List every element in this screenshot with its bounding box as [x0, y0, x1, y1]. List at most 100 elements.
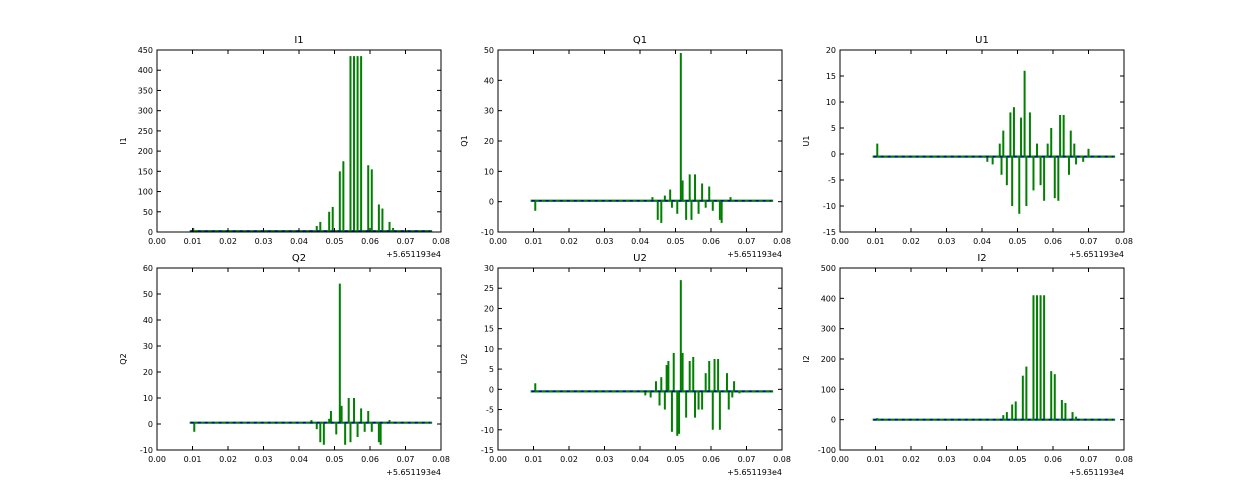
x-tick-label: 0.00	[148, 455, 166, 464]
y-tick-label: 0	[489, 198, 494, 207]
x-tick-label: 0.05	[667, 455, 685, 464]
x-offset-label: +5.651193e4	[1069, 468, 1124, 477]
y-tick-label: 20	[143, 368, 153, 377]
x-tick-label: 0.00	[489, 237, 507, 246]
chart-title: U2	[633, 253, 647, 264]
plot-area	[189, 56, 433, 232]
axes-frame	[156, 49, 442, 233]
y-tick-label: 30	[484, 264, 494, 273]
y-tick-label: 0	[831, 416, 836, 425]
x-tick-label: 0.00	[148, 237, 166, 246]
y-tick-label: 0	[831, 150, 836, 159]
axes-frame	[497, 49, 783, 233]
x-offset-label: +5.651193e4	[1069, 250, 1124, 259]
x-tick-label: 0.08	[1115, 237, 1133, 246]
subplot-q2: Q2 Q2 0.00 0.01 0.02 0.03 0.04 0.05 0.06 0.07 0.08…	[119, 253, 450, 477]
y-axis-label: Q1	[460, 135, 469, 146]
axes-frame	[839, 49, 1125, 233]
y-tick-label: 50	[484, 46, 494, 55]
chart-title: Q2	[292, 253, 306, 264]
y-tick-label: 0	[148, 420, 153, 429]
x-offset-label: +5.651193e4	[727, 468, 782, 477]
y-tick-label: 400	[821, 294, 836, 303]
x-tick-label: 0.08	[773, 455, 791, 464]
y-tick-label: 0	[489, 385, 494, 394]
plot-area	[530, 53, 774, 223]
x-tick-label: 0.00	[831, 455, 849, 464]
axes-frame	[839, 267, 1125, 451]
x-tick-label: 0.02	[219, 455, 237, 464]
subplot-i1: I1 I1 0.00 0.01 0.02 0.03 0.04 0.05 0.06 0.07 0.08…	[119, 35, 450, 259]
x-tick-label: 0.05	[326, 455, 344, 464]
y-tick-label: 10	[484, 167, 494, 176]
y-tick-label: 50	[143, 208, 153, 217]
y-tick-label: 20	[826, 46, 836, 55]
y-axis-label: I2	[802, 355, 811, 362]
y-axis-label: U1	[802, 136, 811, 147]
subplot-u1: U1 U1 0.00 0.01 0.02 0.03 0.04 0.05 0.06 0.07 0.08…	[802, 35, 1133, 259]
y-tick-label: 100	[821, 385, 836, 394]
x-tick-label: 0.01	[867, 455, 885, 464]
x-tick-label: 0.04	[631, 237, 649, 246]
y-tick-label: 400	[138, 66, 153, 75]
x-tick-label: 0.03	[596, 237, 614, 246]
x-tick-label: 0.08	[432, 237, 450, 246]
y-tick-label: -5	[828, 176, 836, 185]
y-axis-label: I1	[119, 137, 128, 144]
y-tick-label: -10	[481, 228, 494, 237]
y-tick-label: 0	[148, 228, 153, 237]
x-tick-label: 0.05	[326, 237, 344, 246]
y-tick-label: 100	[138, 188, 153, 197]
x-tick-label: 0.02	[560, 455, 578, 464]
x-tick-label: 0.02	[219, 237, 237, 246]
axes-frame	[497, 267, 783, 451]
x-tick-label: 0.02	[902, 455, 920, 464]
chart-title: U1	[975, 35, 989, 46]
chart-title: I2	[977, 253, 986, 264]
subplot-q1: Q1 Q1 0.00 0.01 0.02 0.03 0.04 0.05 0.06 0.07 0.08…	[460, 35, 791, 259]
y-tick-label: 5	[489, 365, 494, 374]
y-tick-label: 25	[484, 284, 494, 293]
x-offset-label: +5.651193e4	[386, 250, 441, 259]
y-tick-label: 50	[143, 290, 153, 299]
x-tick-label: 0.01	[184, 237, 202, 246]
plot-area	[530, 280, 774, 436]
y-tick-label: 350	[138, 86, 153, 95]
y-tick-label: 30	[484, 107, 494, 116]
y-tick-label: 150	[138, 167, 153, 176]
y-tick-label: 5	[831, 124, 836, 133]
y-tick-label: 300	[138, 107, 153, 116]
x-tick-label: 0.06	[1044, 455, 1062, 464]
y-tick-label: 40	[484, 76, 494, 85]
x-tick-label: 0.07	[738, 455, 756, 464]
x-tick-label: 0.06	[702, 237, 720, 246]
y-tick-label: 30	[143, 342, 153, 351]
x-tick-label: 0.01	[867, 237, 885, 246]
y-tick-label: 450	[138, 46, 153, 55]
y-tick-label: 10	[484, 345, 494, 354]
y-tick-label: 15	[484, 325, 494, 334]
x-tick-label: 0.01	[525, 455, 543, 464]
x-tick-label: 0.03	[938, 237, 956, 246]
x-tick-label: 0.05	[667, 237, 685, 246]
subplot-i2: I2 I2 0.00 0.01 0.02 0.03 0.04 0.05 0.06 0.07 0.08…	[802, 253, 1133, 477]
y-tick-label: 15	[826, 72, 836, 81]
x-tick-label: 0.02	[560, 237, 578, 246]
x-tick-label: 0.03	[938, 455, 956, 464]
x-tick-label: 0.07	[1080, 237, 1098, 246]
y-tick-label: -100	[818, 446, 836, 455]
plot-area	[872, 295, 1116, 421]
x-tick-label: 0.04	[973, 237, 991, 246]
y-tick-label: -5	[486, 406, 494, 415]
y-tick-label: 40	[143, 316, 153, 325]
y-tick-label: 20	[484, 137, 494, 146]
x-tick-label: 0.05	[1009, 455, 1027, 464]
x-tick-label: 0.04	[290, 455, 308, 464]
x-tick-label: 0.08	[773, 237, 791, 246]
plot-area	[189, 283, 433, 445]
x-tick-label: 0.06	[361, 455, 379, 464]
x-tick-label: 0.05	[1009, 237, 1027, 246]
chart-title: Q1	[633, 35, 647, 46]
x-tick-label: 0.07	[738, 237, 756, 246]
